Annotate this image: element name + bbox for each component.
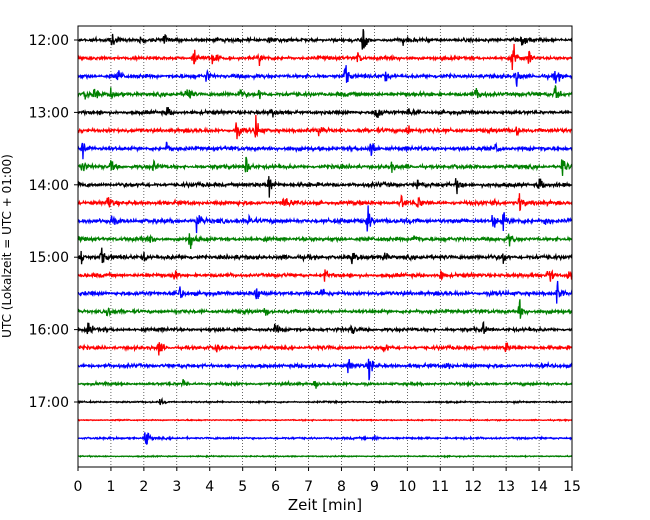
y-tick-label: 12:00 [29,33,69,49]
x-tick-label: 3 [172,479,181,495]
trace-1200 [77,29,573,50]
trace-1430 [77,205,573,234]
x-tick-label: 8 [337,479,346,495]
y-axis-label: UTC (Lokalzeit = UTC + 01:00) [0,154,14,338]
trace-1645 [77,379,573,389]
x-tick-label: 14 [530,479,548,495]
trace-1600 [77,320,573,335]
y-tick-label: 13:00 [29,105,69,121]
x-tick-label: 6 [271,479,280,495]
y-tick-label: 14:00 [29,178,69,194]
x-tick-label: 7 [304,479,313,495]
trace-1515 [77,269,573,282]
trace-1500 [77,247,573,265]
plot-frame [77,25,573,468]
y-tick-label: 16:00 [29,323,69,339]
y-tick-label: 15:00 [29,250,69,266]
trace-1530 [77,280,573,304]
x-tick-label: 2 [139,479,148,495]
x-tick-label: 12 [464,479,482,495]
x-axis-label: Zeit [min] [288,496,362,514]
x-tick-label: 15 [563,479,581,495]
x-tick-label: 1 [106,479,115,495]
y-axis-ticks: 12:00 13:00 14:00 15:00 16:00 17:00 [29,33,78,411]
x-tick-label: 4 [205,479,214,495]
trace-1715 [77,417,573,423]
trace-1730 [77,432,573,446]
x-tick-label: 10 [398,479,416,495]
trace-1630 [77,358,573,381]
seismic-traces [77,29,573,459]
x-tick-label: 11 [431,479,449,495]
trace-1745 [77,454,573,459]
x-tick-label: 9 [370,479,379,495]
trace-1215 [77,43,573,71]
y-tick-label: 17:00 [29,395,69,411]
x-tick-label: 5 [238,479,247,495]
trace-1545 [77,299,573,319]
x-axis-ticks: 0 1 2 3 4 5 6 7 8 9 10 11 12 13 14 15 [74,467,581,495]
trace-1345 [77,156,573,176]
trace-1445 [77,232,573,249]
x-tick-label: 0 [74,479,83,495]
trace-1230 [77,65,573,87]
trace-1315 [77,114,573,140]
trace-1300 [77,107,573,119]
trace-1245 [77,85,573,100]
trace-1615 [77,342,573,356]
trace-1415 [77,193,573,212]
trace-1400 [77,176,573,198]
trace-1330 [77,141,573,160]
trace-1700 [77,397,573,406]
x-tick-label: 13 [497,479,515,495]
